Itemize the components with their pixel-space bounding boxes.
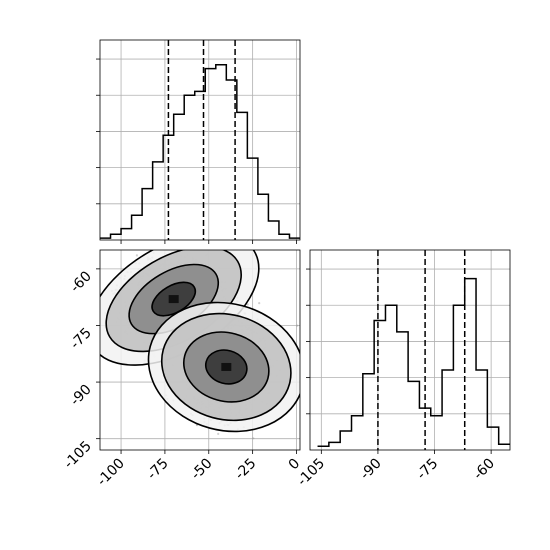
tick-marks (96, 268, 297, 454)
tick-marks (96, 58, 297, 244)
scatter-point (258, 302, 261, 305)
axes-frame (309, 249, 511, 451)
density-panel (96, 249, 301, 454)
density-peak (221, 362, 232, 371)
density-peak (168, 295, 179, 304)
density-contours (100, 250, 300, 433)
quantile-lines (167, 40, 236, 240)
axes-frame (99, 39, 301, 241)
histogram-panel-y (306, 249, 511, 454)
scatter-point (217, 432, 220, 435)
scatter-point (252, 437, 255, 440)
scatter-point (135, 254, 138, 257)
histogram-step (317, 277, 510, 447)
histogram-step (100, 64, 300, 239)
tick-marks (306, 268, 492, 454)
histogram-panel-x (96, 39, 301, 244)
scatter-point (296, 324, 299, 327)
quantile-lines (377, 250, 466, 450)
axes-frame (99, 249, 301, 451)
scatter-point (246, 303, 249, 306)
grid-lines (100, 40, 300, 240)
